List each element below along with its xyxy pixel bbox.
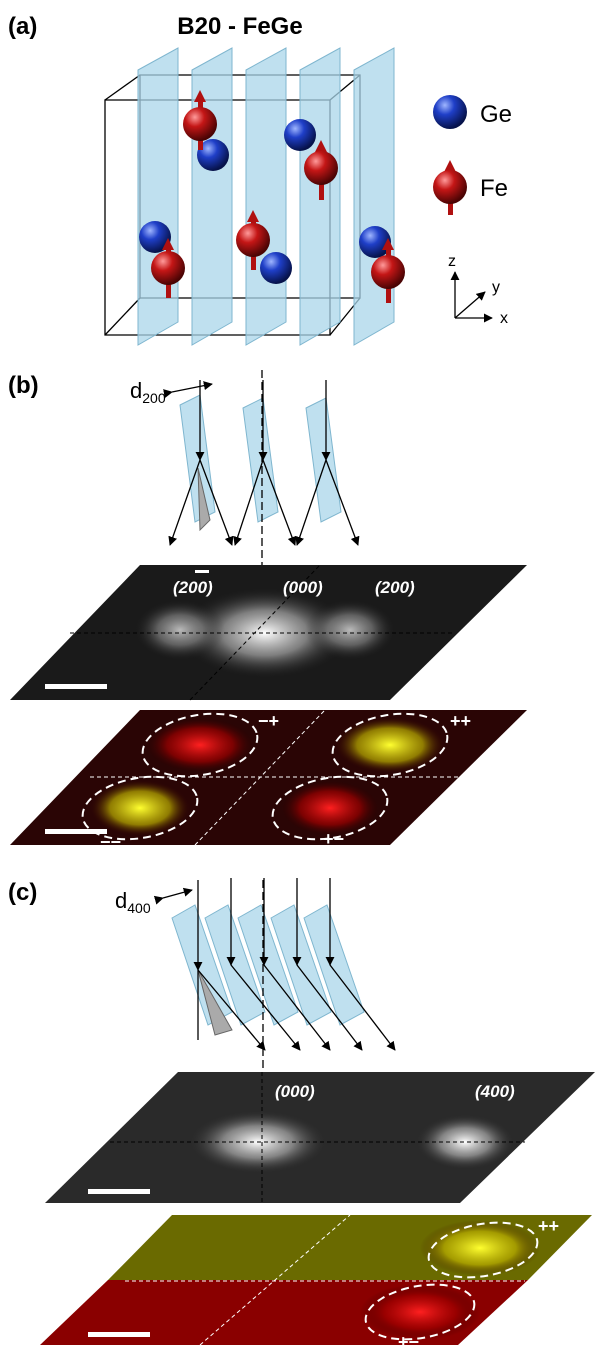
quadrant-label: −+	[258, 711, 279, 731]
spot-label: (400)	[475, 1082, 515, 1101]
quadrant-label: −−	[100, 832, 121, 852]
spacing-label: d200	[130, 378, 166, 406]
quadrant-label: ++	[450, 711, 471, 731]
axis-label: y	[492, 279, 500, 296]
diffraction-image: (000) (400)	[45, 1072, 595, 1203]
panel-label: (c)	[8, 879, 37, 906]
spot-label: (000)	[283, 578, 323, 597]
legend-label: Ge	[480, 101, 512, 128]
quadrant-label: +−	[323, 829, 344, 849]
panel-label: (a)	[8, 13, 37, 40]
legend-label: Fe	[480, 175, 508, 202]
polarization-image: ++ +−	[40, 1215, 592, 1349]
axes-triad: z y x	[448, 253, 508, 327]
axis-label: z	[448, 253, 456, 270]
spacing-symbol: d	[115, 888, 127, 913]
legend: Ge Fe	[433, 95, 512, 215]
panel-b: (b) d200 (200) (000) (200)	[8, 370, 527, 852]
spacing-label: d400	[115, 888, 151, 916]
polarization-image: −+ ++ −− +−	[10, 705, 527, 852]
figure: (a) B20 - FeGe Ge Fe	[0, 0, 597, 1349]
quadrant-label: ++	[538, 1216, 559, 1236]
spot-label: (200)	[375, 578, 415, 597]
panel-a: (a) B20 - FeGe Ge Fe	[8, 13, 512, 345]
spot-label: (200)	[173, 578, 213, 597]
panel-c: (c) d400 (000) (400) ++ +−	[8, 878, 595, 1349]
lattice-planes	[138, 48, 394, 345]
spacing-subscript: 400	[127, 900, 151, 916]
spot-label: (000)	[275, 1082, 315, 1101]
quadrant-label: +−	[398, 1332, 419, 1349]
panel-title: B20 - FeGe	[177, 13, 302, 40]
axis-label: x	[500, 310, 508, 327]
diffraction-image: (200) (000) (200)	[10, 565, 527, 700]
spacing-subscript: 200	[142, 390, 166, 406]
spacing-symbol: d	[130, 378, 142, 403]
panel-label: (b)	[8, 372, 39, 399]
